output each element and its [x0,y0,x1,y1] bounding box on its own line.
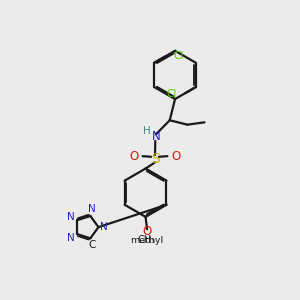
Text: O: O [172,150,181,163]
Text: O: O [129,150,138,163]
Text: CH₃: CH₃ [138,236,156,245]
Text: C: C [88,240,95,250]
Text: methyl: methyl [130,236,164,245]
Text: N: N [152,130,160,143]
Text: N: N [67,212,75,222]
Text: H: H [143,126,151,136]
Text: Cl: Cl [167,89,177,99]
Text: S: S [151,152,159,166]
Text: O: O [142,225,152,238]
Text: N: N [88,205,96,214]
Text: N: N [100,222,108,232]
Text: Cl: Cl [173,51,183,61]
Text: N: N [67,232,75,243]
